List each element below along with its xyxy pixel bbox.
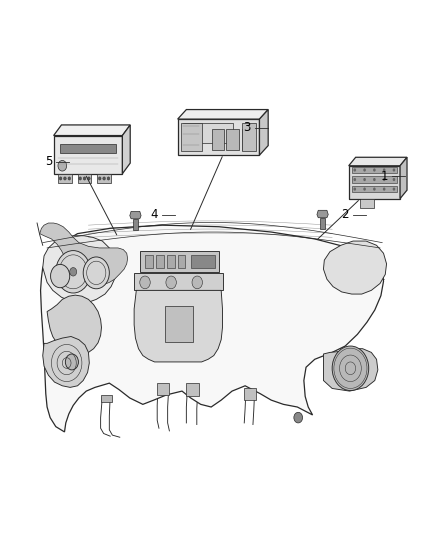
Polygon shape — [181, 123, 201, 151]
Circle shape — [383, 178, 385, 181]
Polygon shape — [43, 336, 89, 387]
Text: 5: 5 — [45, 155, 52, 168]
Circle shape — [353, 188, 356, 191]
Circle shape — [392, 168, 395, 172]
Polygon shape — [43, 236, 117, 303]
Circle shape — [332, 346, 369, 391]
Circle shape — [79, 177, 81, 180]
Circle shape — [68, 177, 71, 180]
Polygon shape — [352, 186, 396, 192]
Polygon shape — [134, 273, 223, 290]
Bar — [320, 217, 325, 229]
Polygon shape — [349, 166, 400, 199]
Bar — [186, 383, 198, 397]
Circle shape — [99, 177, 101, 180]
Circle shape — [294, 413, 303, 423]
Circle shape — [103, 177, 106, 180]
Circle shape — [363, 188, 366, 191]
Polygon shape — [259, 110, 268, 155]
Polygon shape — [242, 129, 254, 150]
Circle shape — [353, 168, 356, 172]
Circle shape — [392, 188, 395, 191]
Polygon shape — [140, 251, 219, 272]
Circle shape — [107, 177, 110, 180]
Polygon shape — [134, 290, 223, 362]
Text: 3: 3 — [244, 121, 251, 134]
Text: 4: 4 — [151, 208, 159, 221]
Circle shape — [383, 188, 385, 191]
Bar — [191, 255, 215, 268]
Polygon shape — [53, 135, 122, 174]
Polygon shape — [183, 123, 233, 142]
Bar — [101, 395, 112, 402]
Circle shape — [392, 178, 395, 181]
Polygon shape — [400, 157, 407, 199]
Bar — [165, 306, 193, 342]
Polygon shape — [349, 199, 374, 208]
Circle shape — [59, 177, 62, 180]
Bar — [157, 383, 170, 395]
Polygon shape — [323, 349, 378, 391]
Circle shape — [353, 178, 356, 181]
Polygon shape — [97, 174, 111, 183]
Bar — [178, 255, 185, 268]
Polygon shape — [323, 241, 387, 294]
Polygon shape — [41, 225, 384, 432]
Circle shape — [363, 168, 366, 172]
Circle shape — [64, 177, 66, 180]
Circle shape — [88, 177, 90, 180]
Circle shape — [373, 188, 376, 191]
Bar — [167, 255, 175, 268]
Polygon shape — [60, 144, 116, 153]
Bar — [145, 255, 153, 268]
Circle shape — [83, 257, 110, 289]
Polygon shape — [352, 176, 396, 183]
Circle shape — [373, 178, 376, 181]
Bar — [244, 389, 255, 400]
Polygon shape — [47, 295, 102, 354]
Polygon shape — [212, 129, 224, 150]
Polygon shape — [226, 129, 239, 150]
Polygon shape — [242, 123, 256, 151]
Polygon shape — [178, 110, 268, 119]
Polygon shape — [53, 125, 130, 135]
Text: 2: 2 — [342, 208, 349, 221]
Bar — [156, 255, 164, 268]
Polygon shape — [178, 119, 259, 155]
Polygon shape — [349, 157, 407, 166]
Polygon shape — [122, 125, 130, 174]
Circle shape — [383, 168, 385, 172]
Polygon shape — [40, 223, 127, 285]
Circle shape — [65, 354, 78, 370]
Circle shape — [140, 276, 150, 289]
Circle shape — [70, 268, 77, 276]
Polygon shape — [130, 212, 141, 219]
Polygon shape — [78, 174, 92, 183]
Circle shape — [50, 264, 70, 288]
Circle shape — [192, 276, 202, 289]
Circle shape — [363, 178, 366, 181]
Circle shape — [166, 276, 177, 289]
Circle shape — [58, 160, 67, 171]
Circle shape — [373, 168, 376, 172]
Polygon shape — [352, 167, 396, 173]
Bar — [133, 219, 138, 230]
Circle shape — [83, 177, 86, 180]
Circle shape — [56, 251, 91, 293]
Polygon shape — [317, 211, 328, 217]
Polygon shape — [58, 174, 72, 183]
Text: 1: 1 — [381, 170, 388, 183]
